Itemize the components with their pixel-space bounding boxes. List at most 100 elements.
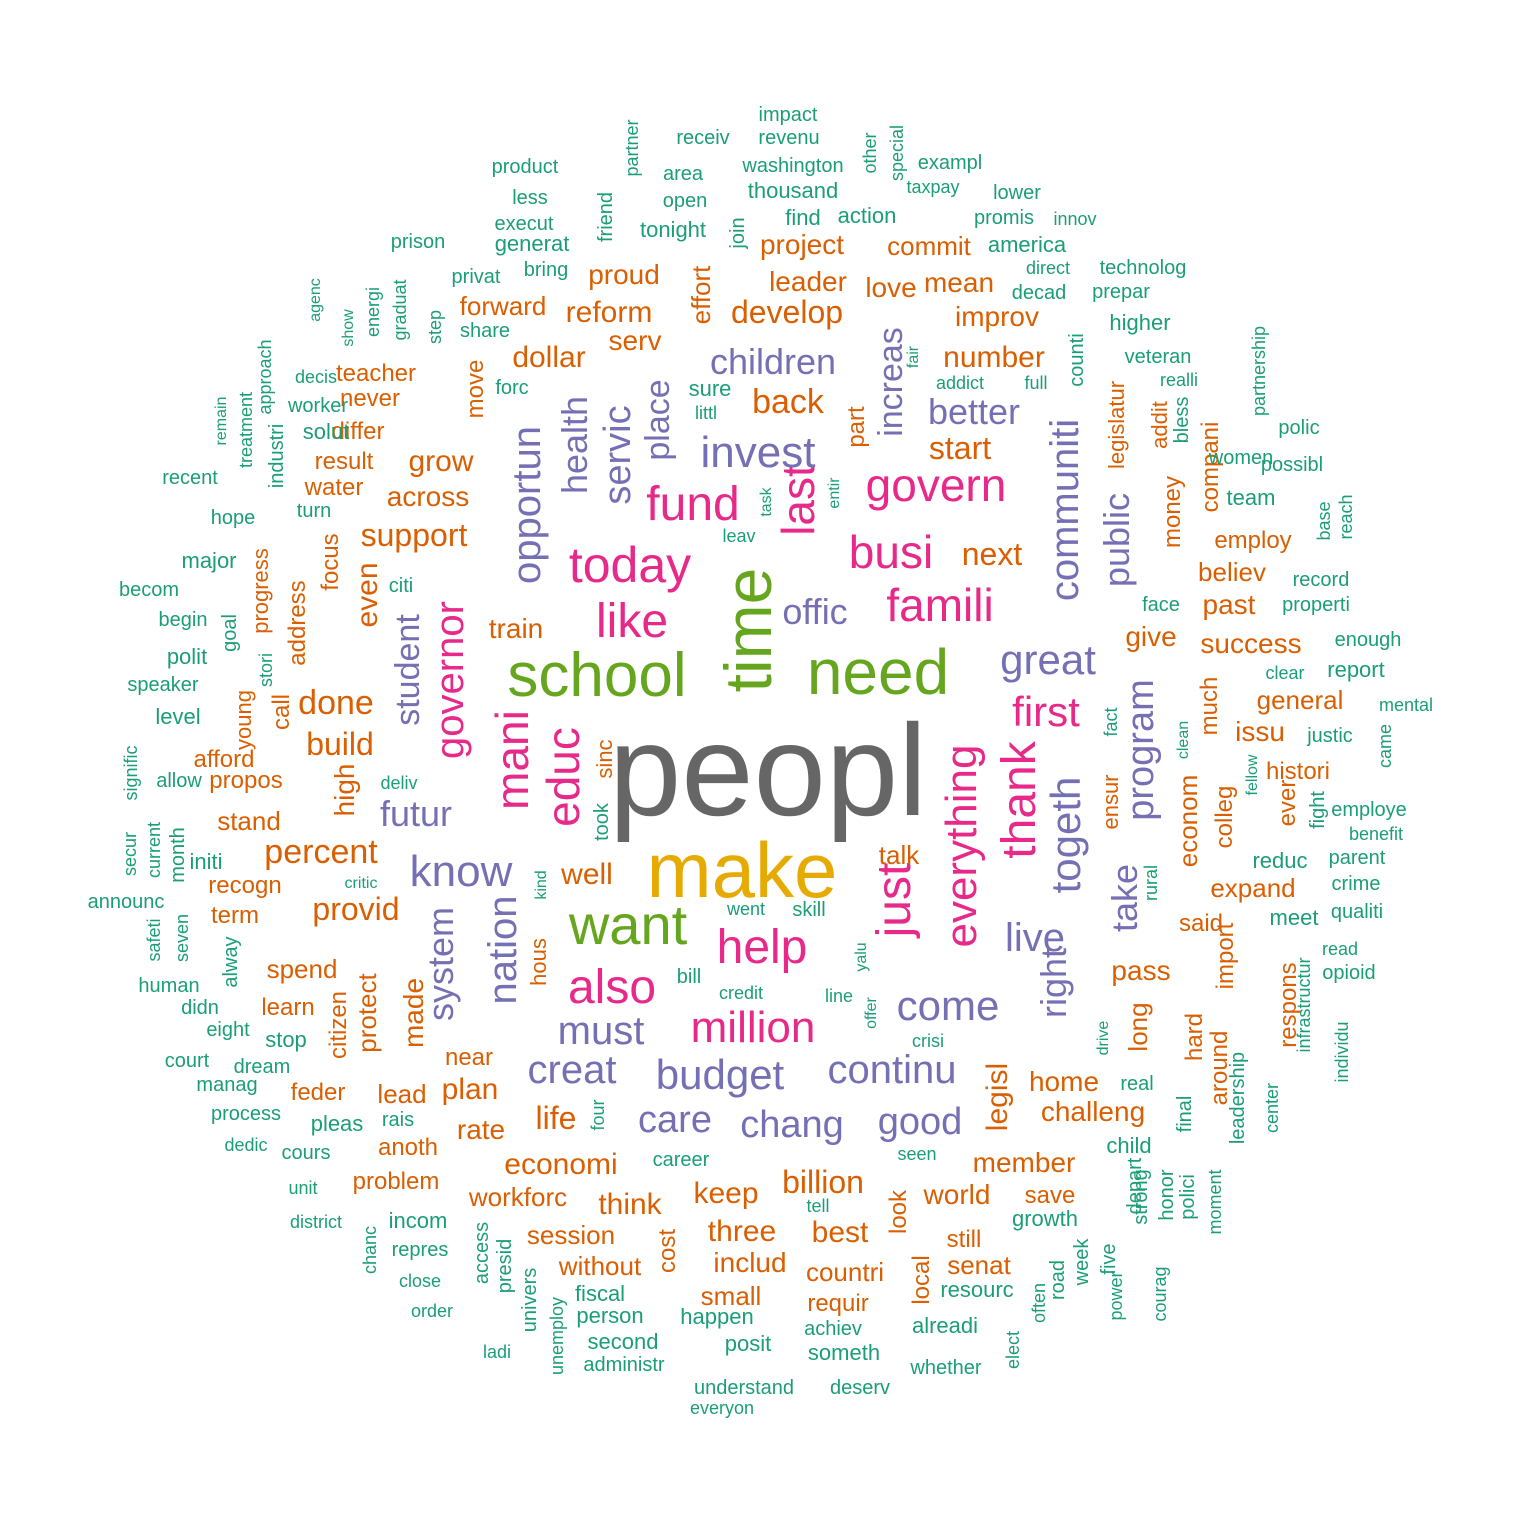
word-reach: reach: [1336, 494, 1356, 540]
word-effort: effort: [686, 265, 716, 325]
word-proud: proud: [588, 259, 660, 290]
word-without: without: [558, 1251, 642, 1281]
word-deserv: deserv: [829, 1377, 891, 1399]
word-justic: justic: [1307, 725, 1353, 747]
word-moment: moment: [1205, 1169, 1225, 1235]
word-fund: fund: [646, 478, 740, 531]
word-think: think: [598, 1188, 662, 1221]
word-plan: plan: [441, 1073, 499, 1106]
word-sinc: sinc: [592, 739, 617, 779]
word-thank: thank: [993, 741, 1046, 859]
word-eight: eight: [206, 1019, 250, 1041]
word-begin: begin: [158, 609, 208, 631]
word-focus: focus: [317, 533, 344, 591]
word-qualiti: qualiti: [1330, 901, 1384, 923]
word-ladi: ladi: [482, 1342, 512, 1362]
word-chang: chang: [740, 1104, 844, 1146]
word-care: care: [638, 1099, 712, 1141]
word-nation: nation: [481, 895, 525, 1005]
word-busi: busi: [848, 526, 934, 578]
word-growth: growth: [1011, 1206, 1079, 1231]
word-general: general: [1256, 685, 1344, 715]
word-educ: educ: [537, 727, 589, 827]
word-unit: unit: [288, 1178, 318, 1198]
word-togeth: togeth: [1042, 776, 1089, 894]
word-addit: addit: [1147, 401, 1172, 449]
word-went: went: [726, 899, 766, 919]
word-opioid: opioid: [1322, 962, 1376, 984]
word-legisl: legisl: [981, 1062, 1014, 1132]
word-announc: announc: [87, 891, 165, 913]
word-budget: budget: [655, 1051, 785, 1098]
word-keep: keep: [693, 1177, 759, 1210]
word-fact: fact: [1101, 707, 1121, 737]
word-afford: afford: [193, 746, 255, 773]
word-countri: countri: [805, 1257, 885, 1287]
word-court: court: [164, 1050, 210, 1072]
word-employ: employ: [1214, 527, 1292, 554]
word-lead: lead: [377, 1079, 427, 1109]
word-fiscal: fiscal: [574, 1281, 626, 1306]
word-citizen: citizen: [325, 990, 352, 1060]
word-tell: tell: [806, 1196, 830, 1216]
word-process: process: [210, 1103, 282, 1125]
word-properti: properti: [1282, 594, 1350, 616]
word-manag: manag: [196, 1074, 258, 1096]
word-reduc: reduc: [1252, 848, 1308, 873]
word-develop: develop: [730, 294, 844, 330]
word-access: access: [471, 1221, 493, 1285]
word-dollar: dollar: [512, 341, 586, 374]
word-ever: ever: [1274, 779, 1301, 827]
word-progress: progress: [248, 548, 273, 634]
word-initi: initi: [189, 849, 223, 874]
word-show: show: [340, 309, 357, 347]
word-continu: continu: [827, 1048, 957, 1092]
word-safeti: safeti: [144, 918, 164, 962]
word-offic: offic: [782, 591, 848, 632]
word-communiti: communiti: [1043, 418, 1087, 602]
word-rais: rais: [381, 1109, 415, 1131]
word-recent: recent: [162, 467, 218, 489]
word-increas: increas: [872, 327, 910, 437]
word-improv: improv: [954, 301, 1040, 332]
word-current: current: [144, 821, 164, 879]
word-women: women: [1208, 447, 1274, 469]
word-includ: includ: [713, 1247, 787, 1278]
word-individu: individu: [1332, 1021, 1352, 1083]
word-execut: execut: [494, 213, 554, 235]
word-economi: economi: [504, 1148, 618, 1181]
word-taxpay: taxpay: [906, 177, 960, 197]
word-deliv: deliv: [380, 773, 418, 793]
word-often: often: [1029, 1282, 1049, 1324]
word-took: took: [591, 803, 613, 841]
word-decis: decis: [294, 367, 338, 387]
word-receiv: receiv: [676, 127, 730, 149]
word-strong: strong: [1130, 1169, 1152, 1225]
word-made: made: [398, 977, 429, 1049]
word-entir: entir: [826, 477, 843, 509]
word-five: five: [1098, 1243, 1120, 1275]
word-forward: forward: [459, 291, 547, 321]
word-someth: someth: [807, 1340, 881, 1365]
word-washington: washington: [742, 155, 844, 177]
word-task: task: [758, 487, 775, 517]
word-presid: presid: [494, 1238, 516, 1294]
word-local: local: [908, 1255, 935, 1305]
word-approach: approach: [255, 339, 275, 415]
word-base: base: [1314, 501, 1334, 541]
word-other: other: [860, 132, 880, 174]
word-remain: remain: [213, 396, 230, 446]
word-first: first: [1012, 688, 1080, 735]
word-train: train: [488, 613, 544, 644]
word-prison: prison: [390, 231, 446, 253]
word-polic: polic: [1278, 417, 1320, 439]
word-young: young: [231, 690, 256, 750]
word-million: million: [690, 1003, 816, 1052]
word-next: next: [961, 536, 1023, 572]
word-address: address: [284, 580, 311, 666]
word-near: near: [444, 1044, 494, 1071]
word-less: less: [512, 187, 548, 209]
word-littl: littl: [695, 403, 717, 423]
word-friend: friend: [595, 191, 617, 243]
